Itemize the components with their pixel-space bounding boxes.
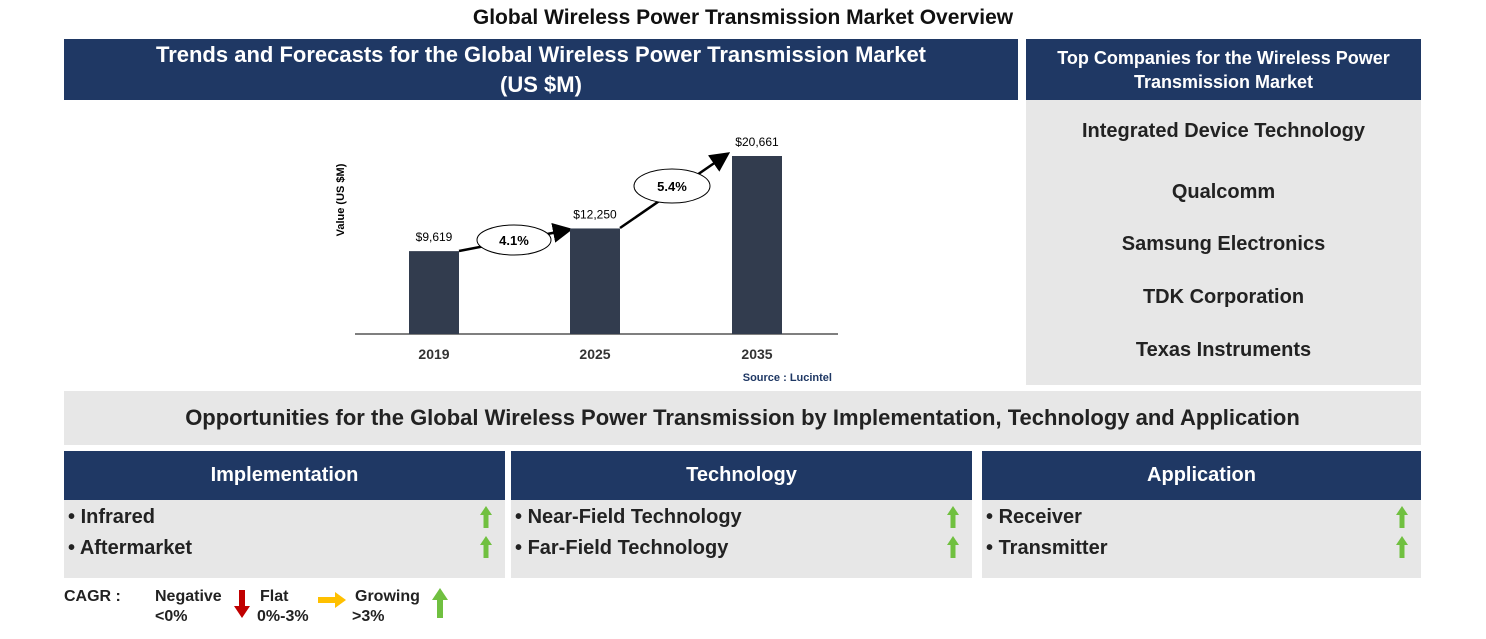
item-label: Infrared xyxy=(80,506,156,528)
x-tick-label: 2035 xyxy=(741,346,772,362)
companies-heading: Top Companies for the Wireless Power Tra… xyxy=(1026,39,1421,100)
chart-heading: Trends and Forecasts for the Global Wire… xyxy=(64,39,1018,100)
opportunities-heading: Opportunities for the Global Wireless Po… xyxy=(64,391,1421,445)
item: • Transmitter xyxy=(986,537,1108,560)
company-name: Qualcomm xyxy=(1171,181,1276,203)
bar xyxy=(732,156,782,334)
growing-icon xyxy=(432,588,448,618)
bullet: • xyxy=(986,506,999,528)
column-heading: Application xyxy=(982,451,1421,500)
companies-heading-text: Top Companies for the Wireless Power Tra… xyxy=(1057,47,1390,92)
bullet: • xyxy=(68,537,80,559)
legend-negative: Negative xyxy=(155,588,222,605)
legend-growing-range: >3% xyxy=(352,608,385,625)
arrow-shape xyxy=(480,536,492,558)
cagr-label: 5.4% xyxy=(657,179,687,194)
company-name: Samsung Electronics xyxy=(1121,233,1326,255)
column-heading: Technology xyxy=(511,451,972,500)
column-body: • Infrared • Aftermarket xyxy=(64,500,505,578)
value-label: $9,619 xyxy=(416,230,453,244)
growing-arrow xyxy=(1396,536,1408,558)
column-heading: Implementation xyxy=(64,451,505,500)
bullet: • xyxy=(515,506,528,528)
item: • Receiver xyxy=(986,506,1082,529)
growing-arrow xyxy=(480,536,492,558)
y-axis-label: Value (US $M) xyxy=(335,163,347,236)
value-label: $20,661 xyxy=(735,135,779,149)
arrow-shape xyxy=(1396,506,1408,528)
growing-arrow xyxy=(947,536,959,558)
column-title: Application xyxy=(1147,464,1256,486)
source: Source : Lucintel xyxy=(743,372,832,384)
arrow-shape xyxy=(480,506,492,528)
legend-negative-range: <0% xyxy=(155,608,188,625)
growing-arrow xyxy=(480,506,492,528)
legend-growing: Growing xyxy=(355,588,420,605)
arrow-shape xyxy=(947,536,959,558)
arrow-shape xyxy=(947,506,959,528)
value-label: $12,250 xyxy=(573,207,617,221)
item-label: Far-Field Technology xyxy=(527,537,729,559)
opportunities-heading-text: Opportunities for the Global Wireless Po… xyxy=(185,405,1300,430)
item-label: Transmitter xyxy=(998,537,1108,559)
item: • Far-Field Technology xyxy=(515,537,728,560)
chart-heading-text: Trends and Forecasts for the Global Wire… xyxy=(155,41,927,97)
item-label: Receiver xyxy=(998,506,1082,528)
flat-icon xyxy=(318,592,346,608)
x-tick-label: 2019 xyxy=(418,346,449,362)
growing-arrow xyxy=(947,506,959,528)
x-tick-label: 2025 xyxy=(579,346,610,362)
company-name: Texas Instruments xyxy=(1135,339,1312,361)
item-label: Near-Field Technology xyxy=(527,506,742,528)
item: • Near-Field Technology xyxy=(515,506,742,529)
legend-flat: Flat xyxy=(260,588,289,605)
column-title: Technology xyxy=(686,464,797,486)
cagr-bubble xyxy=(633,168,711,204)
cagr-label: 4.1% xyxy=(499,233,529,248)
cagr-bubble xyxy=(476,224,552,256)
legend-flat-range: 0%-3% xyxy=(257,608,309,625)
arrow-shape xyxy=(1396,536,1408,558)
bullet: • xyxy=(515,537,528,559)
negative-icon xyxy=(234,590,250,618)
item: • Infrared xyxy=(68,506,155,529)
column-title: Implementation xyxy=(210,464,359,486)
company-name: TDK Corporation xyxy=(1142,286,1305,308)
bar xyxy=(570,228,620,334)
page-title: Global Wireless Power Transmission Marke… xyxy=(472,6,1014,29)
companies-panel: Integrated Device Technology Qualcomm Sams… xyxy=(1026,100,1421,385)
bullet: • xyxy=(986,537,999,559)
company-name: Integrated Device Technology xyxy=(1081,120,1366,142)
column-body: • Near-Field Technology • Far-Field Techn… xyxy=(511,500,972,578)
bullet: • xyxy=(68,506,81,528)
column-body: • Receiver • Transmitter xyxy=(982,500,1421,578)
legend-label: CAGR : xyxy=(64,588,121,605)
item: • Aftermarket xyxy=(68,537,192,560)
chart: Value (US $M) 4.1% 5.4% Source : Lucinte… xyxy=(335,135,838,384)
item-label: Aftermarket xyxy=(79,537,193,559)
bar xyxy=(409,251,459,334)
growing-arrow xyxy=(1396,506,1408,528)
